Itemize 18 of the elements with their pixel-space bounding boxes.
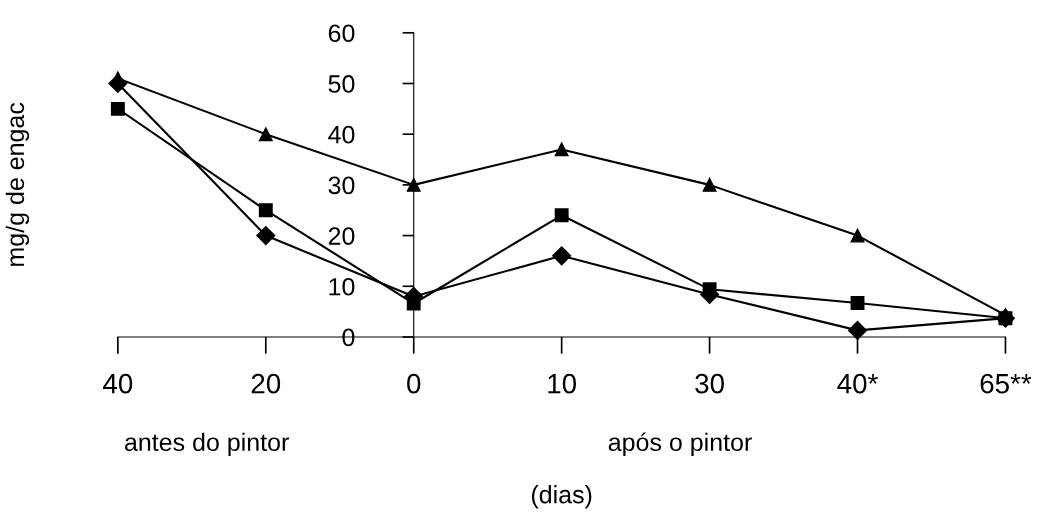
y-tick-label: 30 — [328, 176, 355, 195]
text: após o pintor — [608, 432, 752, 457]
y-tick-label: 10 — [329, 277, 355, 296]
y-tick-label: 40 — [328, 125, 355, 144]
x-tick-label: 20 — [251, 373, 281, 394]
x-tick-label: 10 — [548, 373, 577, 394]
x-tick-label: 40* — [837, 373, 878, 394]
x-tick-label: 30 — [695, 373, 724, 394]
y-tick-label: 50 — [328, 75, 355, 93]
x-tick-label: 65** — [980, 373, 1032, 394]
y-tick-label: 60 — [328, 24, 355, 43]
y-tick-label: 0 — [342, 328, 355, 347]
x-tick-label: 40 — [103, 373, 133, 394]
text: antes do pintor — [124, 432, 289, 457]
y-axis-title: mg/g de engac — [5, 102, 30, 266]
x-tick-label: 0 — [407, 373, 421, 394]
y-tick-label: 20 — [328, 227, 355, 245]
x-axis-title: (dias) — [531, 485, 592, 509]
